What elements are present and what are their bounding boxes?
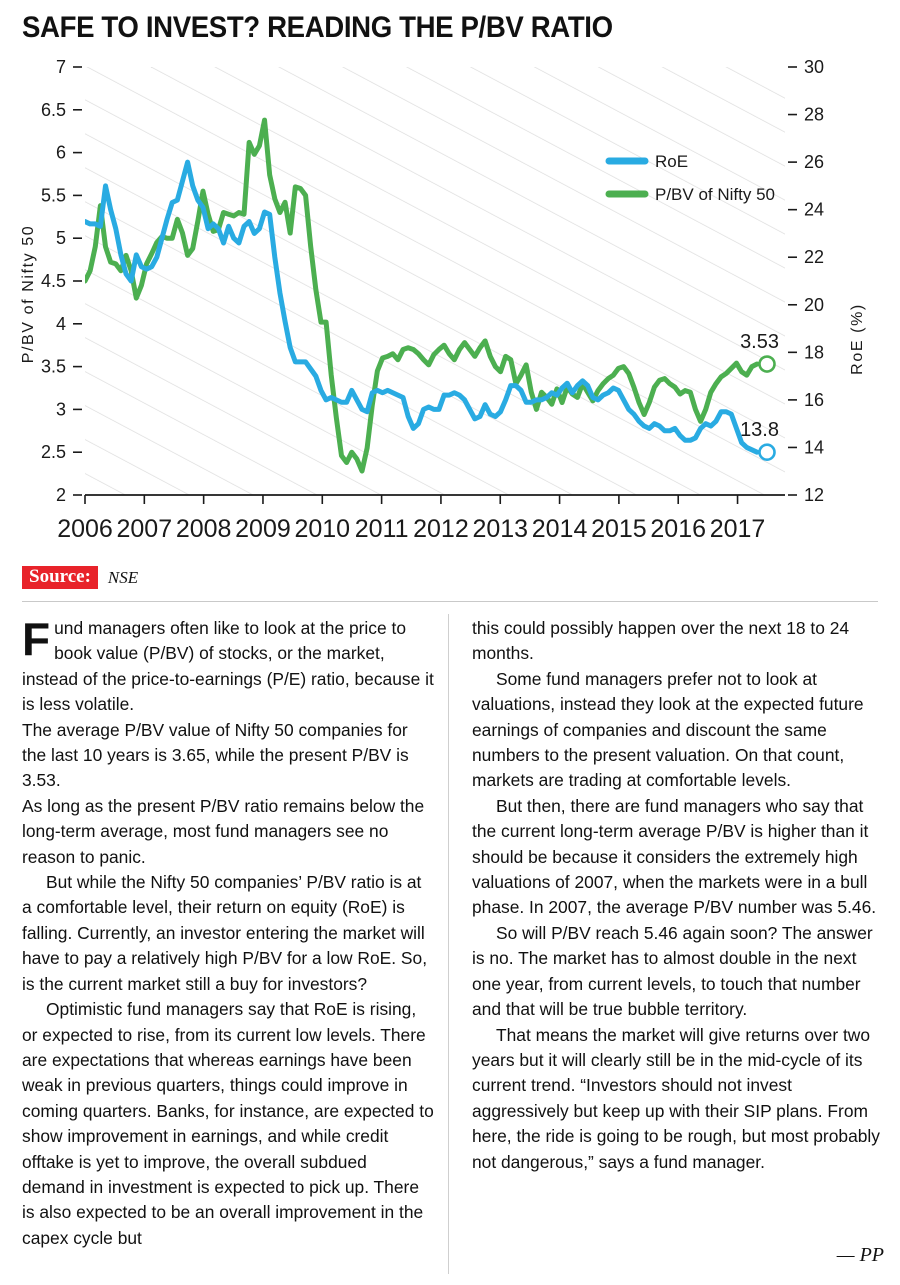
x-axis-ticks: 2006 2007 2008 2009 2010 2011 2012 2013 2014 2015… <box>57 495 765 543</box>
series-line-pbv <box>85 117 760 474</box>
y-axis-right-tick-label: 26 <box>804 152 824 172</box>
y-axis-right-tick-label: 24 <box>804 200 824 220</box>
y-axis-left-tick-label: 3 <box>56 399 66 419</box>
x-axis-tick-label: 2015 <box>591 515 647 543</box>
y-axis-right-tick-label: 30 <box>804 57 824 77</box>
article-paragraph: Fund managers often like to look at the … <box>22 613 434 715</box>
article-paragraph: But then, there are fund managers who sa… <box>472 795 877 918</box>
x-axis-tick-label: 2017 <box>710 515 766 543</box>
series-end-marker <box>758 443 776 462</box>
y-axis-left-tick-label: 5.5 <box>41 185 66 205</box>
y-axis-left-tick-label: 5 <box>56 228 66 248</box>
chart-container: 2 2.5 3 3.5 4 4.5 5 5.5 6 6.5 7 12 14 16 18 20 22 24 26 28… <box>0 55 900 555</box>
x-axis-tick-label: 2010 <box>294 515 350 543</box>
y-axis-right-tick-label: 16 <box>804 390 824 410</box>
y-axis-right-tick-label: 14 <box>804 437 824 457</box>
plot-background <box>85 67 785 495</box>
article-paragraph: But while the Nifty 50 companies’ P/BV r… <box>22 872 428 994</box>
series-end-marker <box>758 355 776 373</box>
source-value: NSE <box>107 567 139 587</box>
x-axis-tick-label: 2008 <box>176 515 232 543</box>
article-paragraph: The average P/BV value of Nifty 50 compa… <box>22 719 409 791</box>
x-axis-tick-label: 2011 <box>355 515 409 543</box>
y-axis-right-title: RoE (%) <box>849 303 866 375</box>
source-row: Source: NSE <box>22 566 138 589</box>
article-paragraph: Optimistic fund managers say that RoE is… <box>22 999 434 1248</box>
y-axis-right-tick-label: 18 <box>804 342 824 362</box>
y-axis-left-tick-label: 4.5 <box>41 271 66 291</box>
y-axis-left-tick-label: 2.5 <box>41 442 66 462</box>
series-end-label: 13.8 <box>740 419 779 441</box>
x-axis-tick-label: 2006 <box>57 515 113 543</box>
y-axis-left-tick-label: 6 <box>56 143 66 163</box>
y-axis-left-tick-label: 2 <box>56 485 66 505</box>
article-paragraph: Some fund managers prefer not to look at… <box>472 668 864 791</box>
byline: — PP <box>836 1244 884 1266</box>
column-divider <box>448 614 449 1274</box>
y-axis-left-ticks: 2 2.5 3 3.5 4 4.5 5 5.5 6 6.5 7 <box>41 57 82 505</box>
y-axis-right-tick-label: 12 <box>804 485 824 505</box>
source-label: Source: <box>22 566 98 589</box>
page-title: SAFE TO INVEST? READING THE P/BV RATIO <box>22 11 613 44</box>
y-axis-right-tick-label: 28 <box>804 105 824 125</box>
x-axis-tick-label: 2016 <box>650 515 706 543</box>
y-axis-left-tick-label: 3.5 <box>41 357 66 377</box>
series-line-roe <box>85 159 760 455</box>
article-paragraph: That means the market will give returns … <box>472 1024 880 1172</box>
y-axis-right-ticks: 12 14 16 18 20 22 24 26 28 30 <box>788 57 824 505</box>
x-axis-tick-label: 2007 <box>117 515 173 543</box>
x-axis-tick-label: 2009 <box>235 515 291 543</box>
article-paragraph: this could possibly happen over the next… <box>472 618 850 664</box>
y-axis-left-tick-label: 4 <box>56 314 66 334</box>
x-axis-tick-label: 2014 <box>532 515 588 543</box>
y-axis-left-title: P/BV of Nifty 50 <box>20 224 37 364</box>
x-axis-tick-label: 2012 <box>413 515 469 543</box>
y-axis-right-tick-label: 20 <box>804 295 824 315</box>
article-paragraph: So will P/BV reach 5.46 again soon? The … <box>472 922 873 1020</box>
x-axis-tick-label: 2013 <box>472 515 528 543</box>
y-axis-right-tick-label: 22 <box>804 247 824 267</box>
chart-legend: RoE P/BV of Nifty 50 <box>605 152 775 204</box>
y-axis-left-tick-label: 6.5 <box>41 100 66 120</box>
article-paragraph: As long as the present P/BV ratio remain… <box>22 795 425 867</box>
y-axis-left-tick-label: 7 <box>56 57 66 77</box>
series-end-label: 3.53 <box>740 331 779 353</box>
line-chart: 2 2.5 3 3.5 4 4.5 5 5.5 6 6.5 7 12 14 16 18 20 22 24 26 28… <box>41 57 824 543</box>
article-column-right: this could possibly happen over the next… <box>472 616 884 1175</box>
series-end-markers: 3.53 13.8 <box>740 331 779 462</box>
horizontal-divider <box>22 601 878 602</box>
article-column-left: Fund managers often like to look at the … <box>22 613 434 1251</box>
legend-label-roe: RoE <box>655 152 688 171</box>
legend-label-pbv: P/BV of Nifty 50 <box>655 185 775 204</box>
